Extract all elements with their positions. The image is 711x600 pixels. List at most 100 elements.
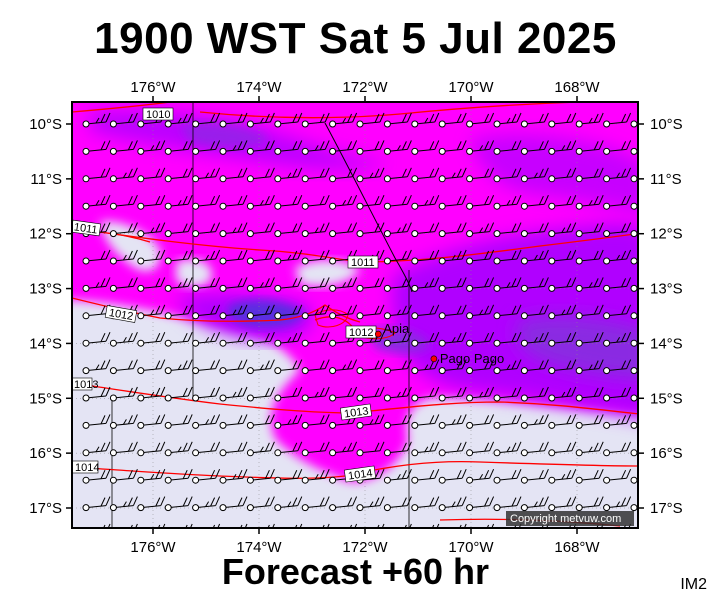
- lat-label-left-2: 12°S: [29, 226, 62, 243]
- wind-barb-253: [109, 441, 138, 457]
- wind-barb-140: [466, 277, 495, 292]
- wind-barb-50: [301, 167, 330, 183]
- wind-barb-183: [493, 331, 522, 347]
- wind-barb-265: [438, 441, 467, 457]
- wind-barb-275: [137, 468, 166, 484]
- wind-barb-54: [411, 167, 440, 183]
- wind-barb-182: [466, 331, 495, 347]
- wind-barb-96: [411, 222, 440, 238]
- map-title: 1900 WST Sat 5 Jul 2025: [94, 14, 617, 63]
- rain-violet-top: [180, 122, 270, 148]
- isobar-label-1010: 1010: [142, 107, 174, 121]
- wind-barb-92: [301, 222, 330, 238]
- lat-label-right-0: 10°S: [650, 116, 683, 133]
- wind-barb-106: [109, 249, 138, 265]
- wind-barb-8: [301, 112, 330, 128]
- lat-label-left-3: 13°S: [29, 281, 62, 298]
- lat-label-left-5: 15°S: [29, 390, 62, 407]
- wind-barb-153: [246, 304, 275, 320]
- wind-barb-319: [212, 523, 221, 528]
- apia-marker: [374, 330, 382, 338]
- savaii-island: [314, 309, 349, 328]
- wind-barb-194: [219, 359, 248, 375]
- wind-barb-138: [411, 277, 440, 292]
- svg-text:1010: 1010: [146, 109, 170, 121]
- wind-barb-179: [383, 331, 412, 347]
- wind-barb-25: [192, 140, 221, 155]
- wind-barb-142: [520, 277, 549, 292]
- wind-barb-236: [219, 414, 248, 429]
- wind-barb-205: [520, 359, 549, 375]
- wind-barb-320: [240, 523, 248, 528]
- lat-label-left-1: 11°S: [30, 171, 62, 188]
- wind-barb-222: [411, 386, 440, 402]
- wind-barb-172: [192, 331, 221, 347]
- wind-barb-74: [383, 194, 412, 210]
- wind-barb-34: [438, 140, 467, 155]
- wind-barb-279: [246, 468, 275, 484]
- wind-barb-18: [575, 112, 604, 128]
- wind-barb-246: [493, 414, 522, 429]
- wind-barb-81: [575, 194, 604, 210]
- wind-barb-70: [274, 194, 303, 210]
- wind-barb-238: [274, 414, 303, 429]
- wind-barb-225: [493, 386, 522, 402]
- wind-barb-0: [82, 112, 111, 128]
- wind-barb-86: [137, 222, 166, 238]
- wind-barb-137: [383, 277, 412, 292]
- lat-label-right-4: 14°S: [650, 335, 683, 352]
- wind-barb-216: [246, 386, 275, 402]
- wind-barb-14: [466, 112, 495, 128]
- lat-label-left-6: 16°S: [29, 445, 62, 462]
- lon-label-bottom-0: 176°W: [130, 539, 176, 556]
- wind-barb-227: [548, 386, 577, 402]
- wind-barb-257: [219, 441, 248, 457]
- wind-barb-324: [349, 523, 358, 528]
- isobar-label-1014-west: 1014: [71, 460, 99, 474]
- wind-barb-67: [192, 194, 221, 210]
- wind-barb-58: [520, 167, 549, 183]
- wind-barb-223: [438, 386, 467, 402]
- wind-barb-256: [192, 441, 221, 457]
- wind-barb-232: [109, 414, 138, 429]
- wind-barb-263: [383, 441, 412, 457]
- wind-barb-107: [137, 249, 166, 265]
- wind-barb-248: [548, 414, 577, 429]
- wind-barb-267: [493, 441, 522, 457]
- wind-barb-303: [329, 496, 358, 512]
- wind-barb-203: [466, 359, 495, 375]
- wind-barb-304: [356, 496, 385, 512]
- wind-barb-111: [246, 249, 275, 265]
- lat-label-right-3: 13°S: [650, 281, 683, 298]
- wind-barb-135: [329, 277, 358, 292]
- isobar-label-1011-center: 1011: [347, 255, 379, 269]
- wind-barb-169: [109, 331, 138, 347]
- wind-barb-244: [438, 414, 467, 429]
- rain-purple-northeast: [470, 134, 638, 213]
- forecast-label: Forecast +60 hr: [221, 551, 490, 592]
- wind-barb-290: [548, 468, 577, 484]
- wind-barb-94: [356, 222, 385, 238]
- wind-barb-288: [493, 468, 522, 484]
- wind-barb-10: [356, 112, 385, 128]
- wind-barb-144: [575, 277, 604, 292]
- rain-violet-samoa: [370, 328, 430, 353]
- lon-label-bottom-3: 170°W: [448, 539, 494, 556]
- wind-barb-300: [246, 496, 275, 512]
- wind-barb-189: [82, 359, 111, 375]
- copyright-text: Copyright metvuw.com: [510, 513, 621, 525]
- wind-barb-156: [329, 304, 358, 320]
- wind-barb-245: [466, 414, 495, 429]
- wind-barb-55: [438, 167, 467, 183]
- isobar-1010: [72, 102, 581, 119]
- lon-label-bottom-1: 174°W: [236, 539, 282, 556]
- wind-barb-181: [438, 331, 467, 347]
- isobar-label-1011-west: 1011: [70, 219, 102, 237]
- wind-barb-31: [356, 140, 385, 155]
- wind-barb-79: [520, 194, 549, 210]
- wind-barb-35: [466, 140, 495, 155]
- wind-barb-211: [109, 386, 138, 402]
- wind-barb-64: [109, 194, 138, 210]
- wind-barb-262: [356, 441, 385, 457]
- wind-barb-308: [466, 496, 495, 512]
